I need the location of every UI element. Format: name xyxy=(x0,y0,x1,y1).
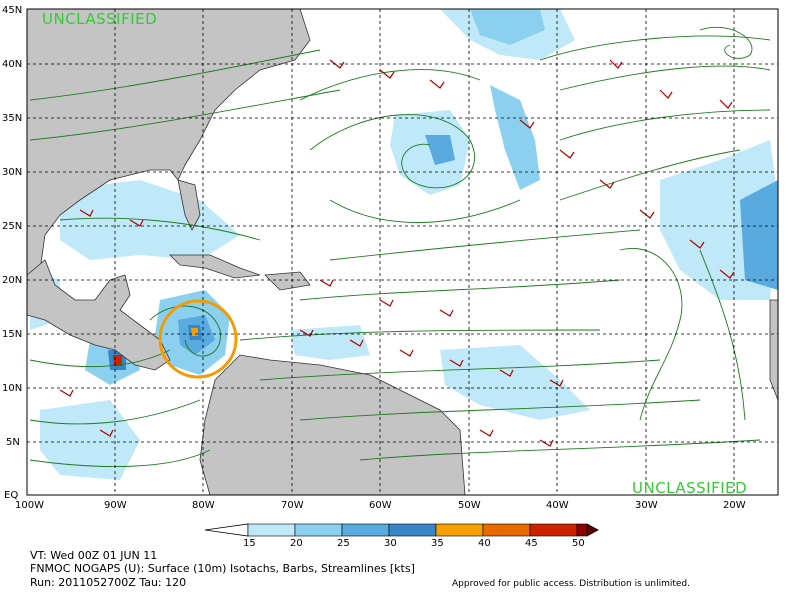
hispaniola xyxy=(264,271,311,291)
lon-label: 60W xyxy=(369,500,392,511)
wind-barbs xyxy=(59,59,735,447)
colorbar-tick: 30 xyxy=(384,538,397,549)
cuba xyxy=(169,254,261,279)
colorbar-segment xyxy=(388,523,437,537)
lat-label: 30N xyxy=(2,167,22,178)
lon-label: 40W xyxy=(546,500,569,511)
colorbar-left-tip xyxy=(204,523,249,537)
colorbar-tick: 50 xyxy=(572,538,585,549)
colorbar-segment xyxy=(294,523,343,537)
classification-top: UNCLASSIFIED xyxy=(42,10,157,28)
florida xyxy=(177,179,201,231)
lon-label: 100W xyxy=(15,500,44,511)
colorbar-tick: 45 xyxy=(525,538,538,549)
lat-label: 5N xyxy=(6,437,20,448)
land xyxy=(26,8,779,496)
lon-label: 30W xyxy=(635,500,658,511)
colorbar-segment xyxy=(435,523,484,537)
lon-label: 20W xyxy=(723,500,746,511)
approval-note: Approved for public access. Distribution… xyxy=(452,579,690,589)
mexico-central-america xyxy=(26,259,171,371)
colorbar-segment xyxy=(247,523,296,537)
lat-lon-grid xyxy=(27,9,778,495)
colorbar-tick: 20 xyxy=(290,538,303,549)
map-frame xyxy=(26,8,779,496)
streamlines xyxy=(29,26,771,468)
colorbar-tick: 40 xyxy=(478,538,491,549)
lat-label: 20N xyxy=(2,275,22,286)
lat-label: 40N xyxy=(2,59,22,70)
lon-label: 50W xyxy=(458,500,481,511)
colorbar-tick: 15 xyxy=(243,538,256,549)
lat-label: 35N xyxy=(2,113,22,124)
lon-label: 90W xyxy=(104,500,127,511)
classification-bottom: UNCLASSIFIED xyxy=(632,479,747,497)
product-description: FNMOC NOGAPS (U): Surface (10m) Isotachs… xyxy=(30,562,415,575)
colorbar-tick: 35 xyxy=(431,538,444,549)
run-info: Run: 2011052700Z Tau: 120 xyxy=(30,576,187,589)
colorbar-segment xyxy=(529,523,578,537)
lon-label: 70W xyxy=(281,500,304,511)
colorbar-tick: 25 xyxy=(337,538,350,549)
lat-label: 25N xyxy=(2,221,22,232)
lat-labels: 45N 40N 35N 30N 25N 20N 15N 10N 5N EQ xyxy=(2,5,22,501)
lat-label: 15N xyxy=(2,329,22,340)
colorbar: 15 20 25 30 35 40 45 50 xyxy=(204,523,599,549)
valid-time: VT: Wed 00Z 01 JUN 11 xyxy=(30,549,158,562)
colorbar-segment xyxy=(482,523,531,537)
lon-labels: 100W 90W 80W 70W 60W 50W 40W 30W 20W xyxy=(15,500,746,511)
south-america xyxy=(199,354,466,496)
storm-circle xyxy=(158,299,238,379)
lat-label: 10N xyxy=(2,383,22,394)
lon-label: 80W xyxy=(192,500,215,511)
colorbar-segment xyxy=(576,523,588,537)
colorbar-segment xyxy=(341,523,390,537)
colorbar-right-tip xyxy=(586,523,599,537)
lat-label: 45N xyxy=(2,5,22,16)
lat-label: EQ xyxy=(4,490,18,501)
